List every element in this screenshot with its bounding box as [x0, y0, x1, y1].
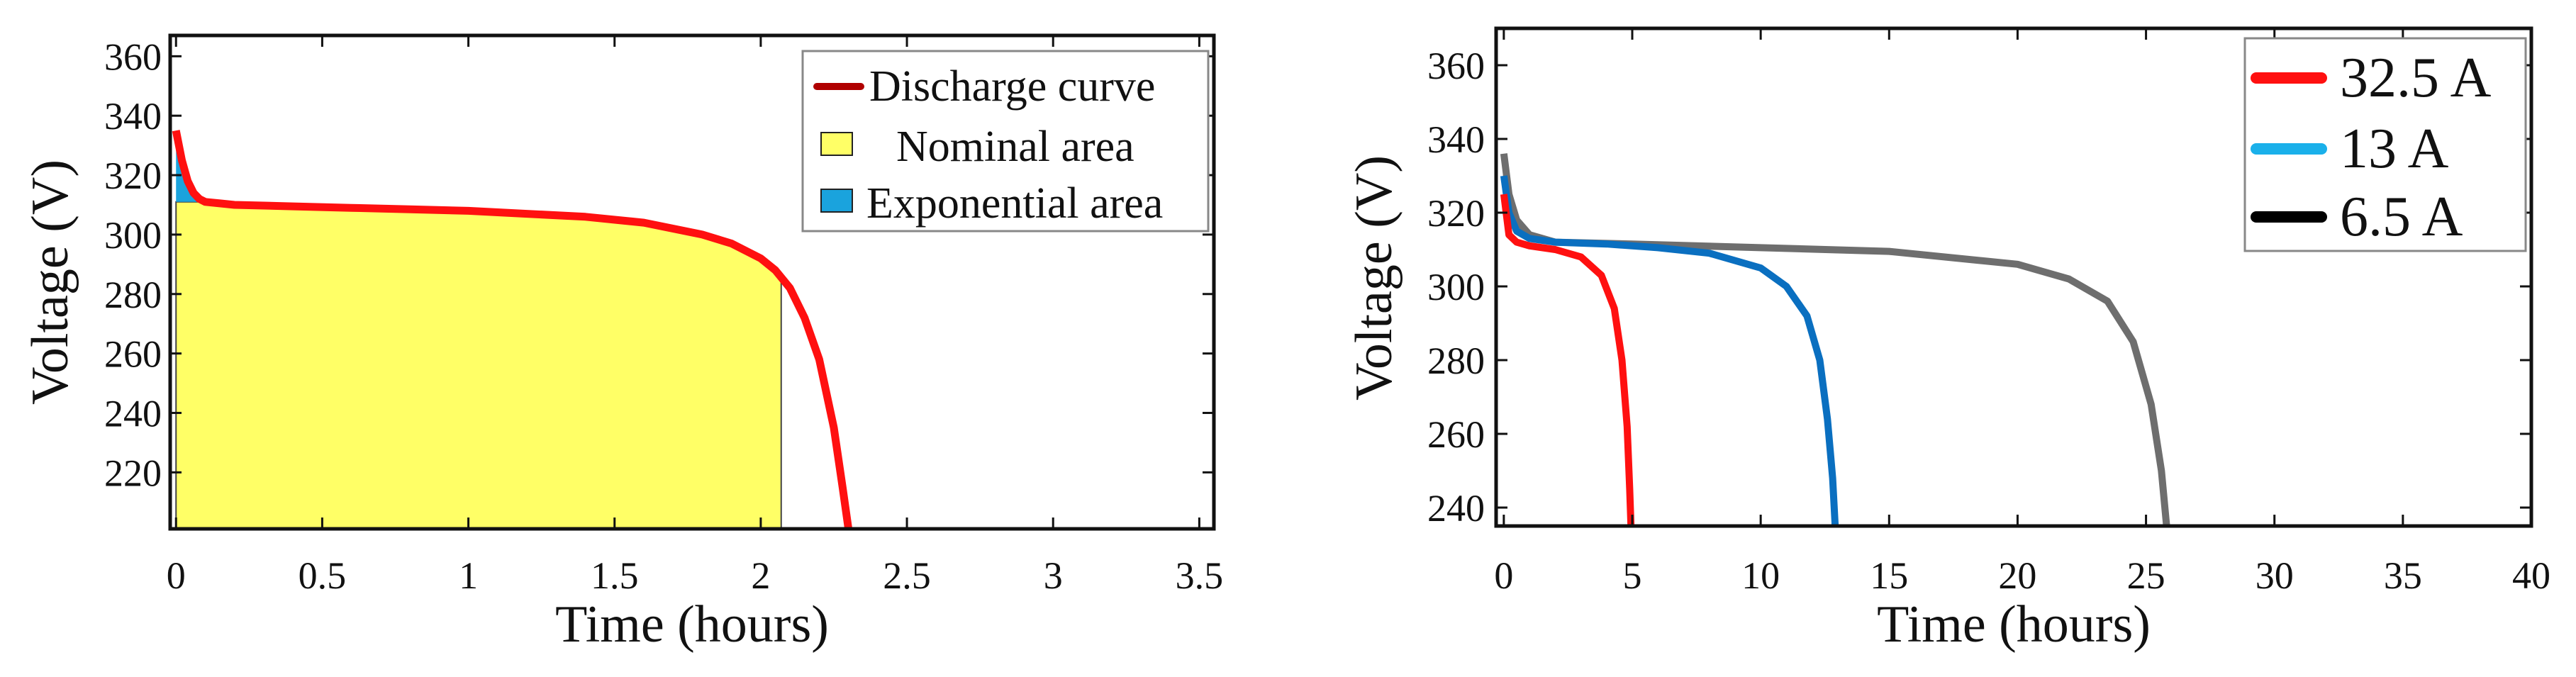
- y-tick-label: 360: [104, 35, 162, 78]
- series-line-6-5-a: [1500, 153, 2170, 527]
- exponential-area: [176, 130, 206, 202]
- y-tick-label: 240: [1427, 487, 1485, 530]
- chart-2: 0 5 10 15 20 25 30 35 40 240 260 280 300 320 340 360 Tim…: [1345, 26, 2550, 654]
- x-tick-label: 40: [2512, 554, 2550, 597]
- y-tick-label: 280: [104, 274, 162, 316]
- y-tick-label: 300: [1427, 266, 1485, 308]
- y-tick-label: 320: [104, 155, 162, 197]
- x-tick-label: 3: [1044, 554, 1063, 597]
- y-tick-label: 220: [104, 452, 162, 494]
- y-tick-label: 340: [1427, 118, 1485, 161]
- legend-label-nominal-area: Nominal area: [896, 123, 1134, 171]
- series-line-13-a: [1500, 175, 1839, 527]
- x-tick-label: 35: [2384, 554, 2422, 597]
- y-tick-label: 280: [1427, 340, 1485, 382]
- x-tick-label: 0: [167, 554, 186, 597]
- x-tick-label: 15: [1870, 554, 1908, 597]
- y-tick-label: 300: [104, 214, 162, 257]
- series-line-discharge-curve: [172, 130, 853, 530]
- x-tick-label: 0.5: [299, 554, 347, 597]
- legend-label-6-5-a: 6.5 A: [2340, 186, 2463, 248]
- nominal-area: [175, 201, 782, 530]
- legend-swatch-exponential-area: [820, 189, 853, 213]
- legend-label-exponential-area: Exponential area: [866, 179, 1163, 228]
- x-axis-label: Time (hours): [1877, 595, 2151, 654]
- legend: Discharge curve Nominal area Exponential a…: [801, 50, 1210, 233]
- y-tick-label: 240: [104, 392, 162, 435]
- legend: 32.5 A 13 A6.5 A: [2243, 37, 2527, 252]
- x-tick-label: 20: [1998, 554, 2036, 597]
- y-tick-label: 260: [1427, 413, 1485, 456]
- x-tick-label: 30: [2256, 554, 2294, 597]
- x-tick-label: 1: [459, 554, 478, 597]
- x-tick-label: 3.5: [1176, 554, 1224, 597]
- x-tick-label: 5: [1623, 554, 1642, 597]
- y-tick-label: 340: [104, 95, 162, 138]
- x-tick-label: 10: [1741, 554, 1780, 597]
- x-tick-label: 2: [751, 554, 770, 597]
- y-tick-label: 320: [1427, 192, 1485, 235]
- legend-label-discharge-curve: Discharge curve: [869, 62, 1155, 111]
- x-tick-label: 2.5: [883, 554, 931, 597]
- y-tick-label: 260: [104, 333, 162, 376]
- y-axis-label: Voltage (V): [1345, 155, 1403, 401]
- series-line-32-5-a: [1500, 194, 1635, 527]
- plot-frame: [1494, 26, 2533, 528]
- x-tick-label: 1.5: [591, 554, 639, 597]
- x-tick-label: 25: [2127, 554, 2165, 597]
- plot-frame: [168, 33, 1216, 531]
- legend-label-13-a: 13 A: [2340, 118, 2449, 180]
- y-tick-label: 360: [1427, 45, 1485, 87]
- legend-swatch-nominal-area: [820, 132, 853, 156]
- chart-1: 0 0.5 1 1.5 2 2.5 3 3.5 220 240 260 280 300 320 340 360…: [21, 33, 1224, 654]
- y-axis-label: Voltage (V): [21, 160, 79, 405]
- x-axis-label: Time (hours): [555, 595, 829, 654]
- legend-box: [801, 50, 1210, 233]
- legend-label-32-5-a: 32.5 A: [2340, 47, 2492, 109]
- x-tick-label: 0: [1494, 554, 1513, 597]
